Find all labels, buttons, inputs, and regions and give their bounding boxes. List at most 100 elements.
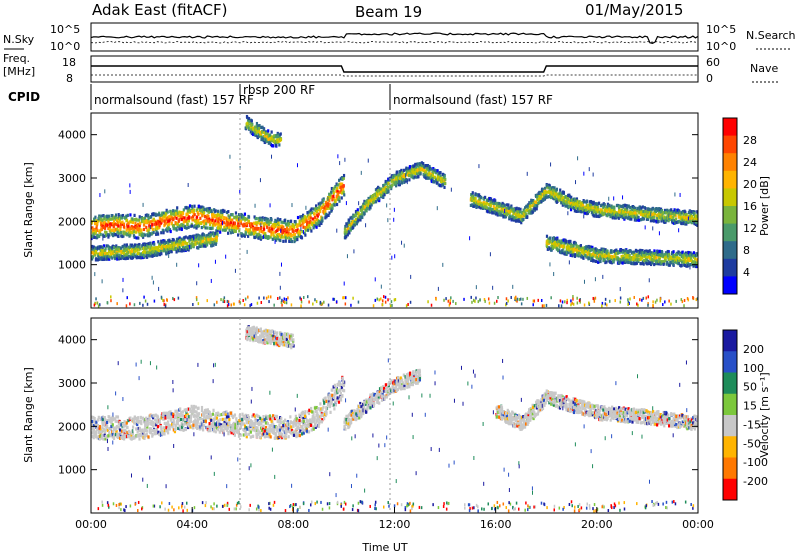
range-gate-cell bbox=[158, 224, 161, 228]
range-gate-cell bbox=[596, 202, 599, 207]
range-gate-cell bbox=[121, 256, 124, 260]
range-gate-cell bbox=[334, 184, 337, 189]
noise-cell bbox=[223, 503, 226, 507]
range-gate-cell bbox=[603, 211, 606, 216]
range-gate-cell bbox=[127, 221, 130, 225]
range-gate-cell bbox=[259, 235, 262, 240]
range-gate-cell bbox=[532, 199, 535, 203]
range-gate-cell bbox=[359, 218, 362, 222]
scatter-cell bbox=[274, 239, 276, 244]
range-gate-cell bbox=[555, 247, 559, 251]
range-gate-cell bbox=[630, 251, 634, 255]
range-gate-cell bbox=[138, 243, 141, 247]
range-gate-cell bbox=[211, 226, 214, 230]
range-gate-cell bbox=[322, 198, 325, 203]
range-gate-cell bbox=[399, 176, 402, 180]
range-gate-cell bbox=[125, 214, 128, 218]
scatter-cell bbox=[442, 262, 444, 267]
range-gate-cell bbox=[680, 211, 683, 215]
range-gate-cell bbox=[529, 208, 532, 212]
colorbar-swatch bbox=[723, 276, 737, 295]
range-gate-cell bbox=[285, 226, 289, 230]
range-gate-cell bbox=[125, 228, 128, 232]
range-gate-cell bbox=[605, 254, 608, 258]
range-gate-cell bbox=[306, 223, 309, 227]
range-gate-cell bbox=[433, 168, 436, 172]
noise-cell bbox=[514, 295, 517, 299]
range-gate-cell bbox=[302, 225, 305, 229]
range-gate-cell bbox=[423, 173, 426, 177]
range-gate-cell bbox=[206, 226, 209, 230]
range-gate-cell bbox=[260, 236, 263, 240]
range-gate-cell bbox=[681, 250, 684, 254]
range-gate-cell bbox=[152, 250, 155, 254]
range-gate-cell bbox=[202, 211, 206, 215]
noise-cell bbox=[522, 297, 524, 301]
range-gate-cell bbox=[159, 217, 162, 221]
range-gate-cell bbox=[590, 206, 593, 210]
range-gate-cell bbox=[653, 249, 656, 253]
noise-cell bbox=[269, 295, 272, 299]
range-gate-cell bbox=[599, 256, 602, 260]
range-gate-cell bbox=[330, 186, 333, 191]
range-gate-cell bbox=[668, 253, 671, 257]
range-gate-cell bbox=[214, 231, 217, 235]
range-gate-cell bbox=[125, 245, 128, 249]
range-gate-cell bbox=[107, 235, 110, 239]
range-gate-cell bbox=[166, 224, 169, 228]
range-gate-cell bbox=[300, 215, 303, 219]
range-gate-cell bbox=[500, 209, 503, 213]
range-gate-cell bbox=[121, 213, 125, 218]
range-gate-cell bbox=[284, 234, 288, 238]
range-gate-cell bbox=[350, 226, 353, 230]
range-gate-cell bbox=[500, 213, 503, 217]
range-gate-cell bbox=[133, 251, 136, 255]
range-gate-cell bbox=[97, 252, 100, 257]
scatter-cell bbox=[403, 243, 405, 248]
range-gate-cell bbox=[497, 211, 500, 215]
range-gate-cell bbox=[560, 201, 563, 205]
range-gate-cell bbox=[666, 212, 669, 216]
range-gate-cell bbox=[644, 254, 647, 258]
range-gate-cell bbox=[295, 236, 298, 240]
range-gate-cell bbox=[408, 165, 411, 169]
range-gate-cell bbox=[260, 130, 264, 134]
range-gate-cell bbox=[204, 215, 207, 219]
range-gate-cell bbox=[152, 246, 155, 251]
range-gate-cell bbox=[169, 250, 172, 254]
noise-cell bbox=[593, 299, 596, 303]
noise-cell bbox=[571, 504, 573, 508]
noise-cell bbox=[125, 505, 127, 509]
range-gate-cell bbox=[651, 213, 654, 217]
range-gate-cell bbox=[174, 242, 177, 246]
range-gate-cell bbox=[103, 257, 106, 261]
range-gate-cell bbox=[611, 209, 615, 213]
range-gate-cell bbox=[665, 209, 668, 213]
range-gate-cell bbox=[551, 239, 554, 243]
range-gate-cell bbox=[114, 227, 118, 231]
range-gate-cell bbox=[674, 217, 678, 221]
range-gate-cell bbox=[579, 254, 582, 258]
range-gate-cell bbox=[199, 205, 202, 209]
range-gate-cell bbox=[314, 208, 317, 213]
range-gate-cell bbox=[505, 209, 508, 213]
range-gate-cell bbox=[374, 200, 378, 204]
range-gate-cell bbox=[506, 203, 509, 207]
range-gate-cell bbox=[120, 234, 123, 238]
range-gate-cell bbox=[304, 215, 307, 219]
range-gate-cell bbox=[216, 209, 220, 213]
range-gate-cell bbox=[193, 225, 196, 229]
range-gate-cell bbox=[581, 246, 584, 250]
range-gate-cell bbox=[226, 217, 229, 221]
range-gate-cell bbox=[596, 206, 600, 210]
scatter-cell bbox=[550, 162, 552, 167]
scatter-cell bbox=[588, 167, 590, 172]
range-gate-cell bbox=[694, 254, 697, 258]
range-gate-cell bbox=[116, 254, 119, 258]
range-gate-cell bbox=[586, 252, 589, 256]
range-gate-cell bbox=[606, 212, 610, 217]
noise-cell bbox=[647, 295, 650, 299]
range-gate-cell bbox=[267, 133, 270, 138]
noise-cell bbox=[195, 298, 198, 302]
range-gate-cell bbox=[213, 223, 217, 227]
